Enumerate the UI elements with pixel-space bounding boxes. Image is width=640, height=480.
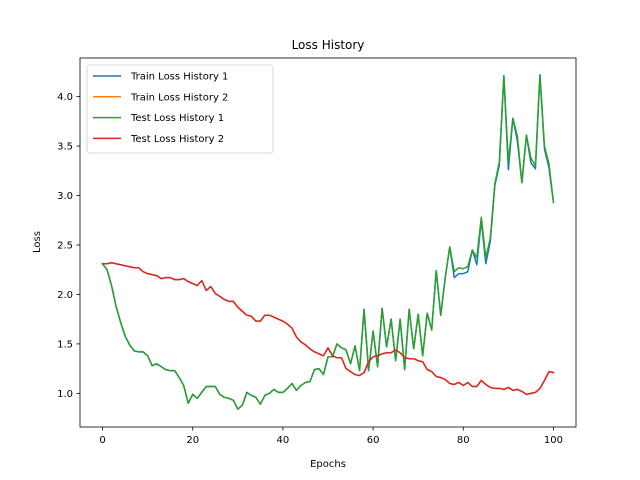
plot-frame [79,57,577,428]
chart-title: Loss History [292,38,365,52]
y-tick-label: 3.0 [57,191,73,202]
legend: Train Loss History 1 Train Loss History 2… [86,64,274,154]
legend-box [86,64,274,154]
x-tick-label: 40 [277,435,290,446]
y-tick-label: 2.5 [57,240,73,251]
x-tick-label: 60 [367,435,380,446]
y-axis: 1.0 1.5 2.0 2.5 3.0 3.5 4.0 [57,92,80,400]
legend-label: Train Loss History 1 [130,72,228,83]
y-tick-label: 2.0 [57,290,73,301]
x-axis-label: Epochs [310,459,346,470]
series-layer [101,74,555,410]
x-tick-label: 80 [457,435,470,446]
y-tick-label: 1.0 [57,389,73,400]
legend-label: Test Loss History 2 [130,134,224,145]
x-axis: 0 20 40 60 80 100 [99,427,563,446]
x-tick-label: 0 [99,435,105,446]
y-tick-label: 3.5 [57,142,73,153]
series-line-4 [101,262,555,396]
legend-label: Train Loss History 2 [130,92,228,103]
y-axis-label: Loss [32,231,43,253]
series-line-3 [101,74,555,410]
y-tick-label: 4.0 [57,92,73,103]
y-tick-label: 1.5 [57,339,73,350]
x-tick-label: 20 [186,435,199,446]
legend-label: Test Loss History 1 [130,113,224,124]
x-tick-label: 100 [544,435,563,446]
